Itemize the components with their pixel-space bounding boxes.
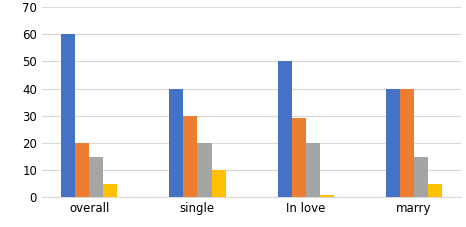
- Bar: [400, 89, 414, 197]
- Bar: [169, 89, 184, 197]
- Bar: [75, 143, 89, 197]
- Bar: [292, 118, 306, 197]
- Bar: [320, 195, 334, 197]
- Bar: [184, 116, 198, 197]
- Bar: [414, 157, 428, 197]
- Bar: [198, 143, 212, 197]
- Bar: [103, 184, 117, 197]
- Bar: [89, 157, 103, 197]
- Bar: [212, 170, 226, 197]
- Bar: [428, 184, 442, 197]
- Bar: [306, 143, 320, 197]
- Bar: [61, 34, 75, 197]
- Bar: [386, 89, 400, 197]
- Bar: [278, 61, 292, 197]
